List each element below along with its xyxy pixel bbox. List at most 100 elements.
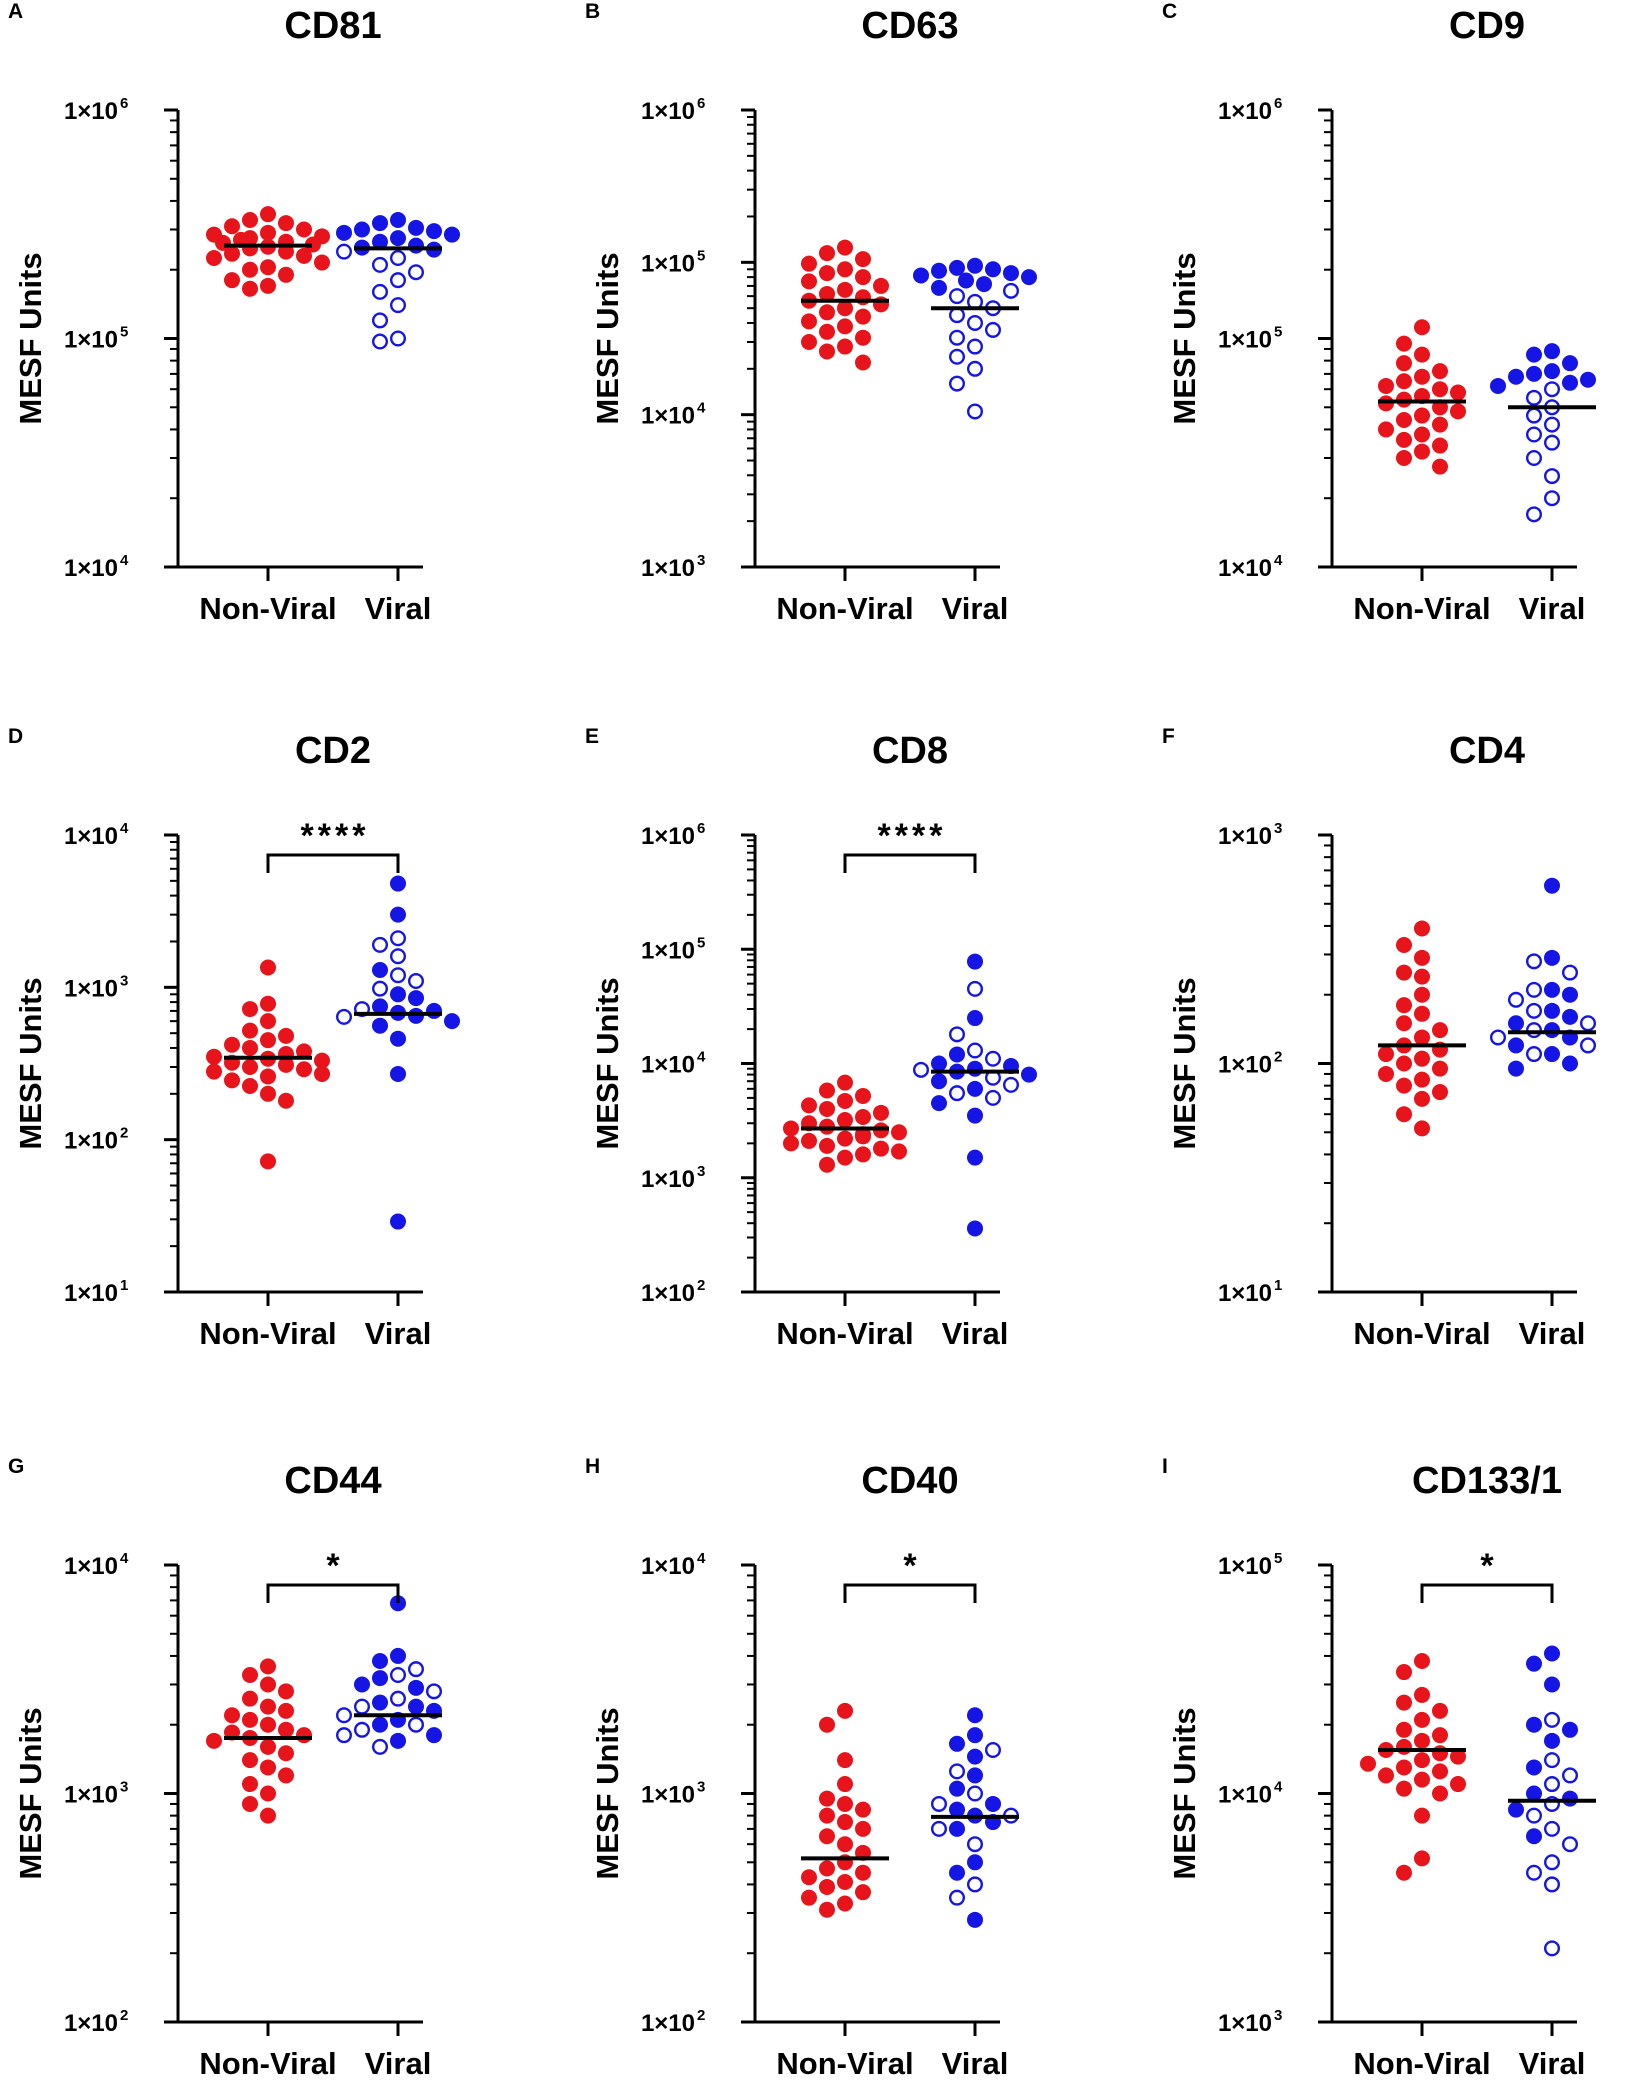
non-viral-point [783,1120,799,1137]
non-viral-point [1396,1015,1412,1032]
viral-point [1526,1785,1542,1802]
viral-open-point [390,1667,407,1684]
non-viral-point [260,1807,276,1824]
viral-point [426,1002,442,1019]
non-viral-point [1414,1732,1430,1749]
y-axis-label: MESF Units [1167,252,1202,424]
non-viral-point [242,1776,258,1793]
viral-point [408,1007,424,1024]
non-viral-point [819,1878,835,1895]
non-viral-point [260,259,276,276]
viral-open-point [1543,1711,1560,1728]
non-viral-point [224,1707,240,1724]
non-viral-point [873,1104,889,1121]
non-viral-point [1414,319,1430,336]
viral-point [949,1046,965,1063]
non-viral-point [837,338,853,355]
viral-point [408,990,424,1007]
viral-open-point [390,948,407,965]
non-viral-point [260,1738,276,1755]
non-viral-point [242,1690,258,1707]
viral-open-point [949,1763,966,1780]
y-tick-label: 1×10 [641,2010,695,2037]
non-viral-point [1414,368,1430,385]
non-viral-point [855,1801,871,1818]
viral-point [967,953,983,970]
non-viral-point [1414,1771,1430,1788]
non-viral-point [278,215,294,232]
viral-point [1562,374,1578,391]
non-viral-point [1396,997,1412,1014]
y-axis-label: MESF Units [590,252,625,424]
viral-point [1508,1015,1524,1032]
viral-open-point [426,1683,443,1700]
x-category-label: Viral [942,2046,1009,2081]
non-viral-point [819,285,835,302]
non-viral-point [1396,411,1412,428]
viral-open-point [1525,1807,1542,1824]
viral-open-point [1561,964,1578,981]
viral-open-point [390,967,407,984]
viral-point [967,1080,983,1097]
x-category-label: Non-Viral [1353,2046,1490,2081]
viral-point [1526,1828,1542,1845]
y-tick-exponent: 2 [120,1125,128,1142]
viral-point [1526,365,1542,382]
viral-open-point [931,1820,948,1837]
non-viral-point [242,240,258,257]
non-viral-point [1432,1727,1448,1744]
non-viral-point [837,1130,853,1147]
non-viral-point [1414,1005,1430,1022]
non-viral-point [242,1667,258,1684]
viral-point [931,279,947,296]
viral-point [1526,1655,1542,1672]
viral-open-point [408,1716,425,1733]
y-tick-exponent: 5 [1274,324,1282,341]
viral-point [390,1595,406,1612]
non-viral-point [260,995,276,1012]
viral-open-point [985,1089,1002,1106]
y-tick-label: 1×10 [1218,1280,1272,1307]
viral-point [949,1801,965,1818]
non-viral-point [819,1790,835,1807]
y-tick-exponent: 3 [1274,820,1282,837]
viral-open-point [372,980,389,997]
non-viral-point [819,1901,835,1918]
non-viral-point [242,1711,258,1728]
non-viral-point [837,1836,853,1853]
viral-point [372,961,388,978]
viral-point [976,276,992,293]
viral-open-point [408,973,425,990]
viral-point [931,1095,947,1112]
y-tick-label: 1×10 [64,1280,118,1307]
viral-point [426,1727,442,1744]
x-category-label: Non-Viral [776,1316,913,1351]
non-viral-point [260,1759,276,1776]
viral-point [1544,877,1560,894]
y-tick-label: 1×10 [641,1166,695,1193]
viral-point [1544,1732,1560,1749]
viral-point [1526,1716,1542,1733]
non-viral-point [278,266,294,283]
non-viral-point [855,1087,871,1104]
non-viral-point [224,1036,240,1053]
x-category-label: Non-Viral [776,591,913,626]
non-viral-point [801,1132,817,1149]
viral-open-point [1525,981,1542,998]
significance-bracket [1420,1583,1554,1603]
viral-point [931,1073,947,1090]
non-viral-point [1414,1120,1430,1137]
non-viral-point [891,1143,907,1160]
non-viral-point [819,265,835,282]
viral-point [1544,981,1560,998]
viral-point [1003,265,1019,282]
non-viral-point [278,1683,294,1700]
viral-point [372,998,388,1015]
y-tick-exponent: 5 [697,934,705,951]
viral-point [1508,1801,1524,1818]
significance-bracket [843,1583,977,1603]
non-viral-point [1432,1022,1448,1039]
non-viral-point [1414,1653,1430,1670]
non-viral-point [837,1776,853,1793]
